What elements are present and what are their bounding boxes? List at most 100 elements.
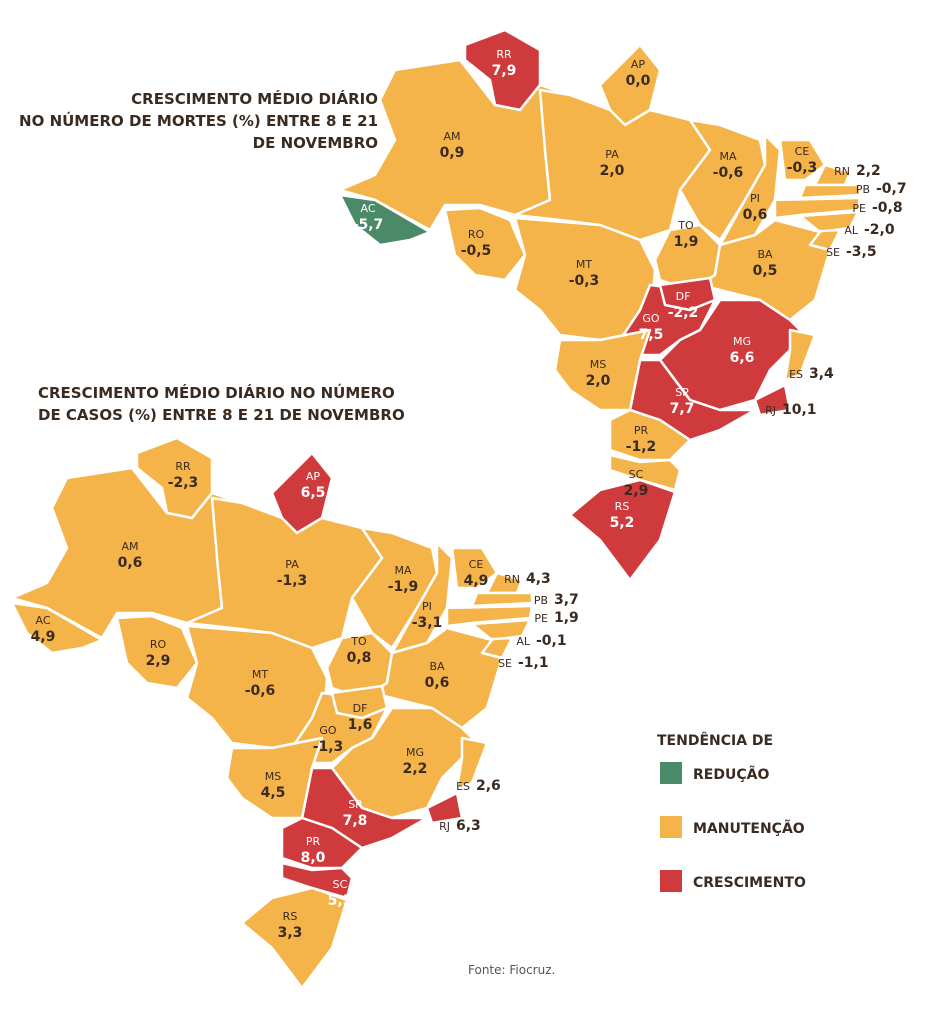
state-code: PI <box>422 600 432 613</box>
state-code: PR <box>306 835 321 848</box>
state-value: 2,9 <box>146 653 171 669</box>
state-value: -0,6 <box>245 683 276 699</box>
state-code: CE <box>469 558 484 571</box>
state-code: PB <box>856 183 870 196</box>
state-value: 7,8 <box>343 813 368 829</box>
state <box>425 791 464 825</box>
state-value: -2,3 <box>168 475 199 491</box>
brazil-map <box>338 28 862 582</box>
state-code: PA <box>285 558 299 571</box>
state-value: 3,4 <box>809 366 834 382</box>
state-value: 0,5 <box>753 263 778 279</box>
state-code: MG <box>406 746 424 759</box>
state-value: -0,6 <box>713 165 744 181</box>
state <box>798 210 860 234</box>
state-value: 2,6 <box>476 778 501 794</box>
map-labels: RR -2,3 AP 6,5 AM 0,6 AC 4,9 RO 2,9 PA -1,3 MT -0,6 MA… <box>31 460 579 941</box>
state-value: 1,9 <box>674 234 699 250</box>
state-value: -0,1 <box>536 633 567 649</box>
state-code: PE <box>852 202 866 215</box>
state-value: -5,7 <box>353 217 384 233</box>
legend-swatch <box>660 870 682 892</box>
legend-title: TENDÊNCIA DE <box>657 732 773 749</box>
state-code: AL <box>516 635 531 648</box>
map-title: NO NÚMERO DE MORTES (%) ENTRE 8 E 21 <box>19 111 378 130</box>
state <box>443 206 527 282</box>
state-code: PR <box>634 424 649 437</box>
state-code: SC <box>629 468 644 481</box>
state-code: RO <box>468 228 485 241</box>
state-code: RJ <box>765 404 776 417</box>
state <box>450 546 499 590</box>
state-value: 7,7 <box>670 401 695 417</box>
state-value: 0,8 <box>347 650 372 666</box>
state <box>470 591 534 608</box>
state-value: 2,0 <box>586 373 611 389</box>
state-value: 4,3 <box>526 571 551 587</box>
state-value: 5,2 <box>610 515 635 531</box>
state <box>280 816 364 870</box>
state-value: -0,7 <box>876 181 907 197</box>
state <box>280 861 354 900</box>
state <box>338 193 432 247</box>
state <box>568 478 677 582</box>
legend-label: MANUTENÇÃO <box>693 820 805 837</box>
state-code: PE <box>534 612 548 625</box>
state-code: DF <box>353 702 368 715</box>
state-value: 2,0 <box>600 163 625 179</box>
state-code: RS <box>283 910 298 923</box>
state <box>445 604 534 628</box>
state <box>115 614 199 690</box>
state <box>10 466 244 640</box>
state-code: DF <box>676 290 691 303</box>
state <box>753 383 792 417</box>
state-value: 7,5 <box>639 327 664 343</box>
state-value: 0,6 <box>118 555 143 571</box>
state <box>608 453 682 492</box>
state <box>608 408 692 462</box>
state-code: RR <box>175 460 191 473</box>
state-value: 0,6 <box>425 675 450 691</box>
state-code: TO <box>677 219 694 232</box>
state-code: RO <box>150 638 167 651</box>
state <box>185 496 384 650</box>
state-value: 6,5 <box>301 485 326 501</box>
state <box>338 58 572 232</box>
state-value: 1,9 <box>554 610 579 626</box>
state-code: AP <box>306 470 321 483</box>
state-code: SE <box>498 657 512 670</box>
state-code: AL <box>844 224 859 237</box>
state-code: PA <box>605 148 619 161</box>
state-value: 5,5 <box>328 893 353 909</box>
state-code: AP <box>631 58 646 71</box>
state-code: MA <box>719 150 736 163</box>
legend-swatch <box>660 816 682 838</box>
legend-swatch <box>660 762 682 784</box>
state-value: 10,1 <box>782 402 817 418</box>
state-value: 1,6 <box>348 717 373 733</box>
state <box>10 601 104 655</box>
state-value: -0,5 <box>461 243 492 259</box>
state-code: SE <box>826 246 840 259</box>
state-code: BA <box>757 248 773 261</box>
state-code: MG <box>733 335 751 348</box>
state-code: ES <box>789 368 803 381</box>
state-code: AC <box>360 202 375 215</box>
state-value: -0,3 <box>787 160 818 176</box>
state-code: ES <box>456 780 470 793</box>
state <box>783 328 817 382</box>
state <box>470 618 532 642</box>
state-code: GO <box>642 312 660 325</box>
state-code: TO <box>350 635 367 648</box>
state-value: -3,5 <box>846 244 877 260</box>
state-value: 6,3 <box>456 818 481 834</box>
state-code: SP <box>675 386 689 399</box>
state-value: -0,3 <box>569 273 600 289</box>
state-code: RJ <box>439 820 450 833</box>
legend-label: REDUÇÃO <box>693 766 769 783</box>
state-value: 0,0 <box>626 73 651 89</box>
state <box>798 183 862 200</box>
legend-label: CRESCIMENTO <box>693 875 806 891</box>
state-code: PB <box>534 594 548 607</box>
